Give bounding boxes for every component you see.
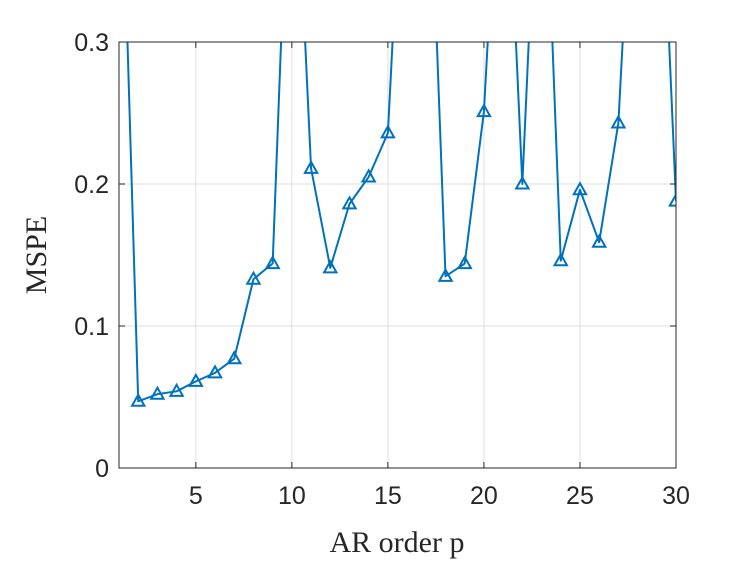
data-point-marker	[610, 114, 627, 129]
plot-area	[119, 42, 676, 468]
data-point-marker	[245, 270, 262, 285]
data-point-marker	[207, 364, 223, 379]
x-tick-label: 15	[374, 482, 402, 510]
data-point-marker	[668, 192, 676, 207]
data-point-marker	[591, 233, 608, 248]
x-tick-label: 25	[566, 482, 594, 510]
x-tick-label: 30	[662, 482, 690, 510]
y-tick-label: 0.1	[74, 313, 109, 341]
data-point-marker	[264, 254, 281, 270]
data-point-marker	[168, 382, 185, 397]
series-line	[126, 42, 676, 403]
data-point-marker	[360, 168, 377, 183]
x-tick-label: 5	[189, 482, 203, 510]
data-point-marker	[476, 103, 492, 118]
data-point-marker	[303, 159, 319, 174]
data-point-marker	[341, 195, 358, 210]
x-tick-label: 10	[278, 482, 306, 510]
plot-frame	[118, 41, 677, 469]
y-axis-label: MSPE	[20, 216, 53, 294]
data-point-marker	[149, 385, 166, 400]
y-tick-label: 0.2	[74, 171, 109, 199]
data-point-marker	[322, 259, 339, 274]
data-point-marker	[572, 181, 588, 196]
data-point-marker	[130, 392, 147, 407]
data-point-marker	[514, 175, 531, 190]
x-tick-label: 20	[470, 482, 498, 510]
series-layer	[126, 42, 676, 407]
tick-layer: 5 10 15 20 25 30 0 0.1 0.2 0.3	[74, 29, 690, 510]
y-tick-label: 0	[95, 455, 109, 483]
data-point-marker	[437, 267, 454, 282]
data-point-marker	[380, 124, 396, 139]
data-point-marker	[552, 252, 569, 267]
data-point-marker	[187, 372, 204, 387]
y-tick-label: 0.3	[74, 29, 109, 57]
data-point-marker	[456, 254, 473, 270]
data-point-marker	[226, 350, 243, 365]
x-axis-label: AR order p	[330, 526, 465, 559]
